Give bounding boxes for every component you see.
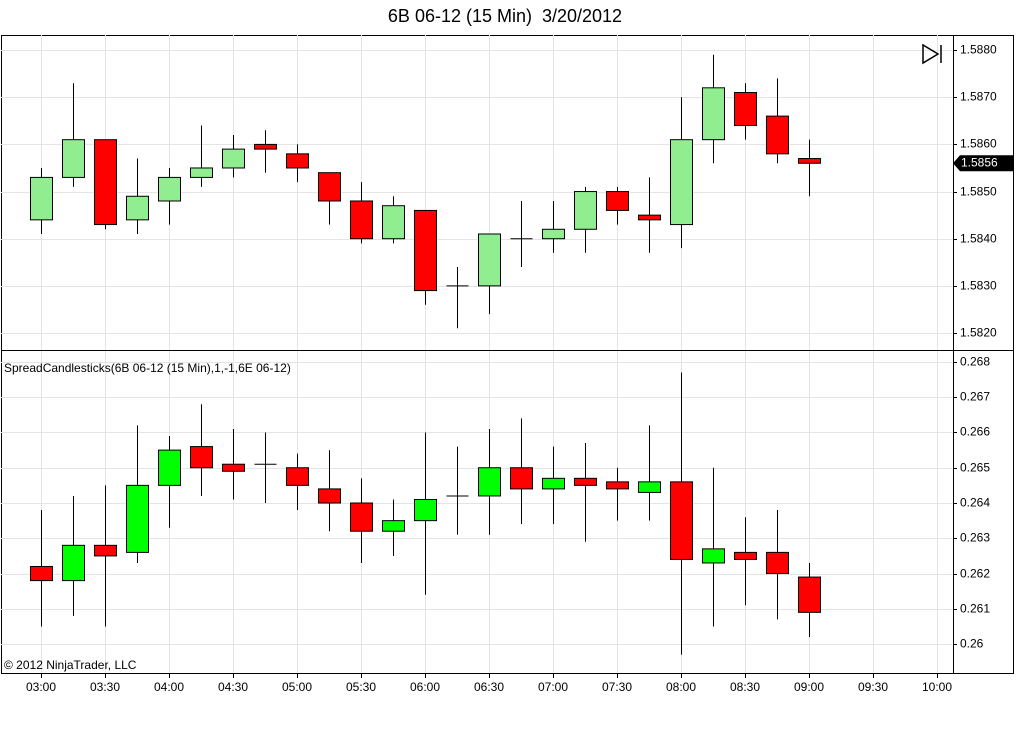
- candle-body: [158, 176, 181, 202]
- y-tick-label: 0.264: [960, 496, 990, 510]
- candle-body: [190, 167, 213, 178]
- x-tick-label: 08:00: [666, 680, 696, 694]
- y-tick-label: 1.5830: [960, 279, 997, 293]
- candle-body: [766, 551, 789, 575]
- candle-body: [510, 467, 533, 490]
- candle-body: [318, 488, 341, 504]
- candle-body: [702, 87, 725, 141]
- candle-body: [382, 520, 405, 532]
- candle-body: [734, 92, 757, 127]
- candle-body: [286, 153, 309, 169]
- candle-body: [62, 139, 85, 178]
- x-tick-label: 07:30: [602, 680, 632, 694]
- candle-body: [734, 551, 757, 560]
- x-tick-label: 03:30: [90, 680, 120, 694]
- y-tick-label: 0.266: [960, 425, 990, 439]
- x-tick-label: 06:00: [410, 680, 440, 694]
- candle-body: [126, 484, 149, 553]
- candle-body: [62, 544, 85, 582]
- candle-body: [542, 228, 565, 240]
- candle-body: [766, 115, 789, 155]
- candle-body: [318, 172, 341, 202]
- last-price-tag: [953, 155, 1013, 172]
- candle-body: [222, 148, 245, 169]
- x-tick-label: 07:00: [538, 680, 568, 694]
- candle-body: [254, 143, 277, 150]
- candle-body: [638, 481, 661, 493]
- frame: [1, 35, 1014, 674]
- candle-body: [222, 463, 245, 472]
- candle-body: [286, 467, 309, 486]
- candle-body: [350, 502, 373, 532]
- last-price-label: 1.5856: [961, 155, 998, 169]
- candle-body: [30, 565, 53, 582]
- x-tick-label: 04:30: [218, 680, 248, 694]
- candle-body: [414, 209, 437, 292]
- y-tick-label: 1.5820: [960, 326, 997, 340]
- y-tick-label: 0.267: [960, 390, 990, 404]
- candle-body: [638, 214, 661, 221]
- candle-body: [30, 176, 53, 221]
- candle-body: [94, 139, 117, 226]
- candle-body: [94, 544, 117, 557]
- x-tick-label: 05:30: [346, 680, 376, 694]
- y-tick-label: 1.5870: [960, 90, 997, 104]
- candle-body: [606, 191, 629, 211]
- y-tick-label: 1.5860: [960, 137, 997, 151]
- candle-body: [478, 467, 501, 497]
- candle-body: [414, 498, 437, 522]
- y-tick-label: 1.5850: [960, 185, 997, 199]
- candle-body: [126, 195, 149, 221]
- candle-body: [670, 481, 693, 560]
- candle-body: [670, 139, 693, 226]
- indicator-label: SpreadCandlesticks(6B 06-12 (15 Min),1,-…: [4, 361, 291, 375]
- y-tick-label: 0.268: [960, 355, 990, 369]
- candle-body: [574, 191, 597, 230]
- candle-body: [190, 446, 213, 469]
- x-tick-label: 10:00: [922, 680, 952, 694]
- x-tick-label: 06:30: [474, 680, 504, 694]
- chart-title: 6B 06-12 (15 Min) 3/20/2012: [388, 6, 622, 26]
- y-tick-label: 0.265: [960, 461, 990, 475]
- candle-body: [574, 477, 597, 486]
- candle-body: [798, 576, 821, 613]
- scroll-end-icon[interactable]: [922, 43, 942, 65]
- x-tick-label: 09:00: [794, 680, 824, 694]
- y-tick-label: 0.263: [960, 531, 990, 545]
- x-tick-label: 04:00: [154, 680, 184, 694]
- candle-body: [382, 205, 405, 240]
- y-tick-label: 1.5880: [960, 43, 997, 57]
- candle-body: [542, 477, 565, 490]
- copyright: © 2012 NinjaTrader, LLC: [4, 658, 137, 672]
- x-tick-label: 09:30: [858, 680, 888, 694]
- y-tick-label: 1.5840: [960, 232, 997, 246]
- x-tick-label: 03:00: [26, 680, 56, 694]
- x-tick-label: 05:00: [282, 680, 312, 694]
- candle-body: [702, 548, 725, 564]
- candle-body: [798, 158, 821, 164]
- candle-body: [606, 481, 629, 490]
- y-tick-label: 0.262: [960, 567, 990, 581]
- x-tick-label: 08:30: [730, 680, 760, 694]
- candle-body: [478, 233, 501, 287]
- candle-body: [158, 449, 181, 486]
- y-tick-label: 0.26: [960, 637, 984, 651]
- y-tick-label: 0.261: [960, 602, 990, 616]
- candle-body: [350, 200, 373, 240]
